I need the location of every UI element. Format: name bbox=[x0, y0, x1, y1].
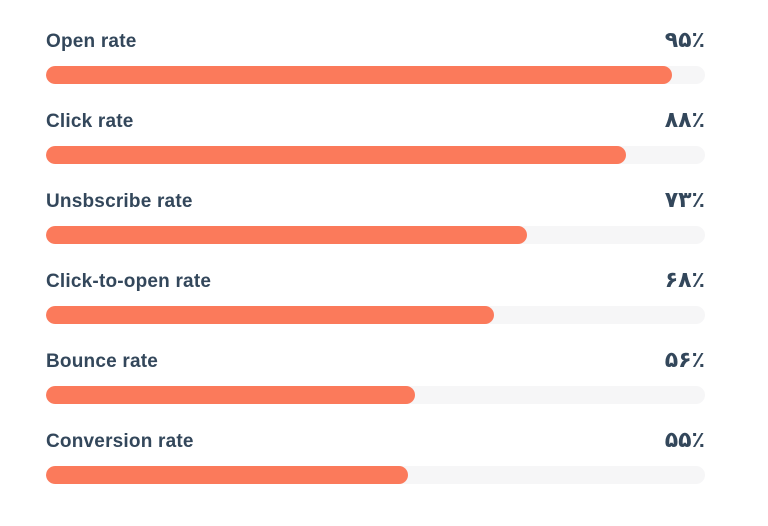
metric-row-unsubscribe-rate: Unsbscribe rate ۷۳٪ bbox=[46, 190, 705, 244]
metric-label: Click-to-open rate bbox=[46, 271, 212, 292]
bar-track bbox=[46, 146, 705, 164]
bar-fill bbox=[46, 146, 626, 164]
metric-label: Bounce rate bbox=[46, 351, 159, 372]
metric-label: Unsbscribe rate bbox=[46, 191, 193, 212]
bar-fill bbox=[46, 226, 528, 244]
metric-row-open-rate: Open rate ۹۵٪ bbox=[46, 30, 705, 84]
metric-row-click-rate: Click rate ۸۸٪ bbox=[46, 110, 705, 164]
metric-value: ۶۸٪ bbox=[664, 268, 705, 293]
metric-value: ۷۳٪ bbox=[664, 188, 705, 213]
metric-label: Click rate bbox=[46, 111, 134, 132]
bar-track bbox=[46, 306, 705, 324]
metric-row-header: Conversion rate ۵۵٪ bbox=[46, 428, 705, 453]
bar-track bbox=[46, 226, 705, 244]
bar-fill bbox=[46, 306, 495, 324]
bar-fill bbox=[46, 466, 409, 484]
bar-track bbox=[46, 386, 705, 404]
metric-row-header: Unsbscribe rate ۷۳٪ bbox=[46, 188, 705, 213]
metric-row-bounce-rate: Bounce rate ۵۶٪ bbox=[46, 350, 705, 404]
metric-row-header: Bounce rate ۵۶٪ bbox=[46, 348, 705, 373]
email-metrics-chart: Open rate ۹۵٪ Click rate ۸۸٪ Unsbscribe … bbox=[46, 30, 705, 484]
bar-track bbox=[46, 66, 705, 84]
metric-row-click-to-open-rate: Click-to-open rate ۶۸٪ bbox=[46, 270, 705, 324]
bar-fill bbox=[46, 66, 673, 84]
metric-value: ۹۵٪ bbox=[664, 28, 705, 53]
metric-value: ۵۶٪ bbox=[664, 348, 705, 373]
metric-label: Conversion rate bbox=[46, 431, 194, 452]
metric-value: ۸۸٪ bbox=[664, 108, 705, 133]
bar-track bbox=[46, 466, 705, 484]
metric-row-header: Click-to-open rate ۶۸٪ bbox=[46, 268, 705, 293]
metric-value: ۵۵٪ bbox=[664, 428, 705, 453]
bar-fill bbox=[46, 386, 416, 404]
metric-row-conversion-rate: Conversion rate ۵۵٪ bbox=[46, 430, 705, 484]
metric-row-header: Open rate ۹۵٪ bbox=[46, 28, 705, 53]
metric-row-header: Click rate ۸۸٪ bbox=[46, 108, 705, 133]
metric-label: Open rate bbox=[46, 31, 137, 52]
